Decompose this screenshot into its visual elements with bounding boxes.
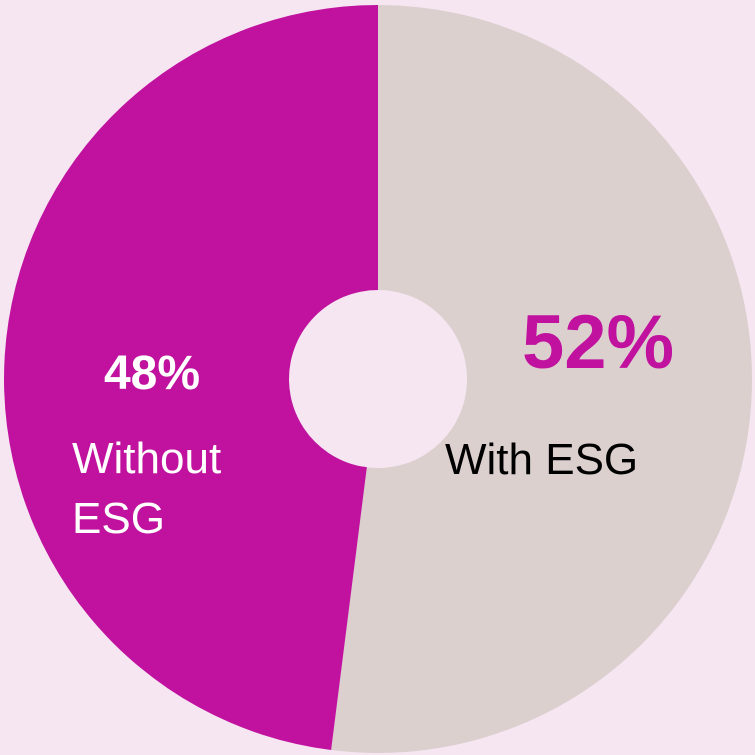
slices-layer xyxy=(4,4,753,753)
slice-name-label-with-esg: With ESG xyxy=(445,435,638,484)
slice-value-label-without-esg: 48% xyxy=(104,347,200,400)
donut-hole xyxy=(289,290,467,468)
slice-name-label-without-esg-line-1: Without xyxy=(72,434,221,483)
pie-slice-with-esg xyxy=(331,4,753,753)
slice-name-label-without-esg-line-2: ESG xyxy=(72,494,165,543)
labels-layer: 52% With ESG 48% Without ESG xyxy=(72,300,674,543)
pie-slice-without-esg xyxy=(4,5,379,751)
slice-value-label-with-esg: 52% xyxy=(522,300,674,385)
